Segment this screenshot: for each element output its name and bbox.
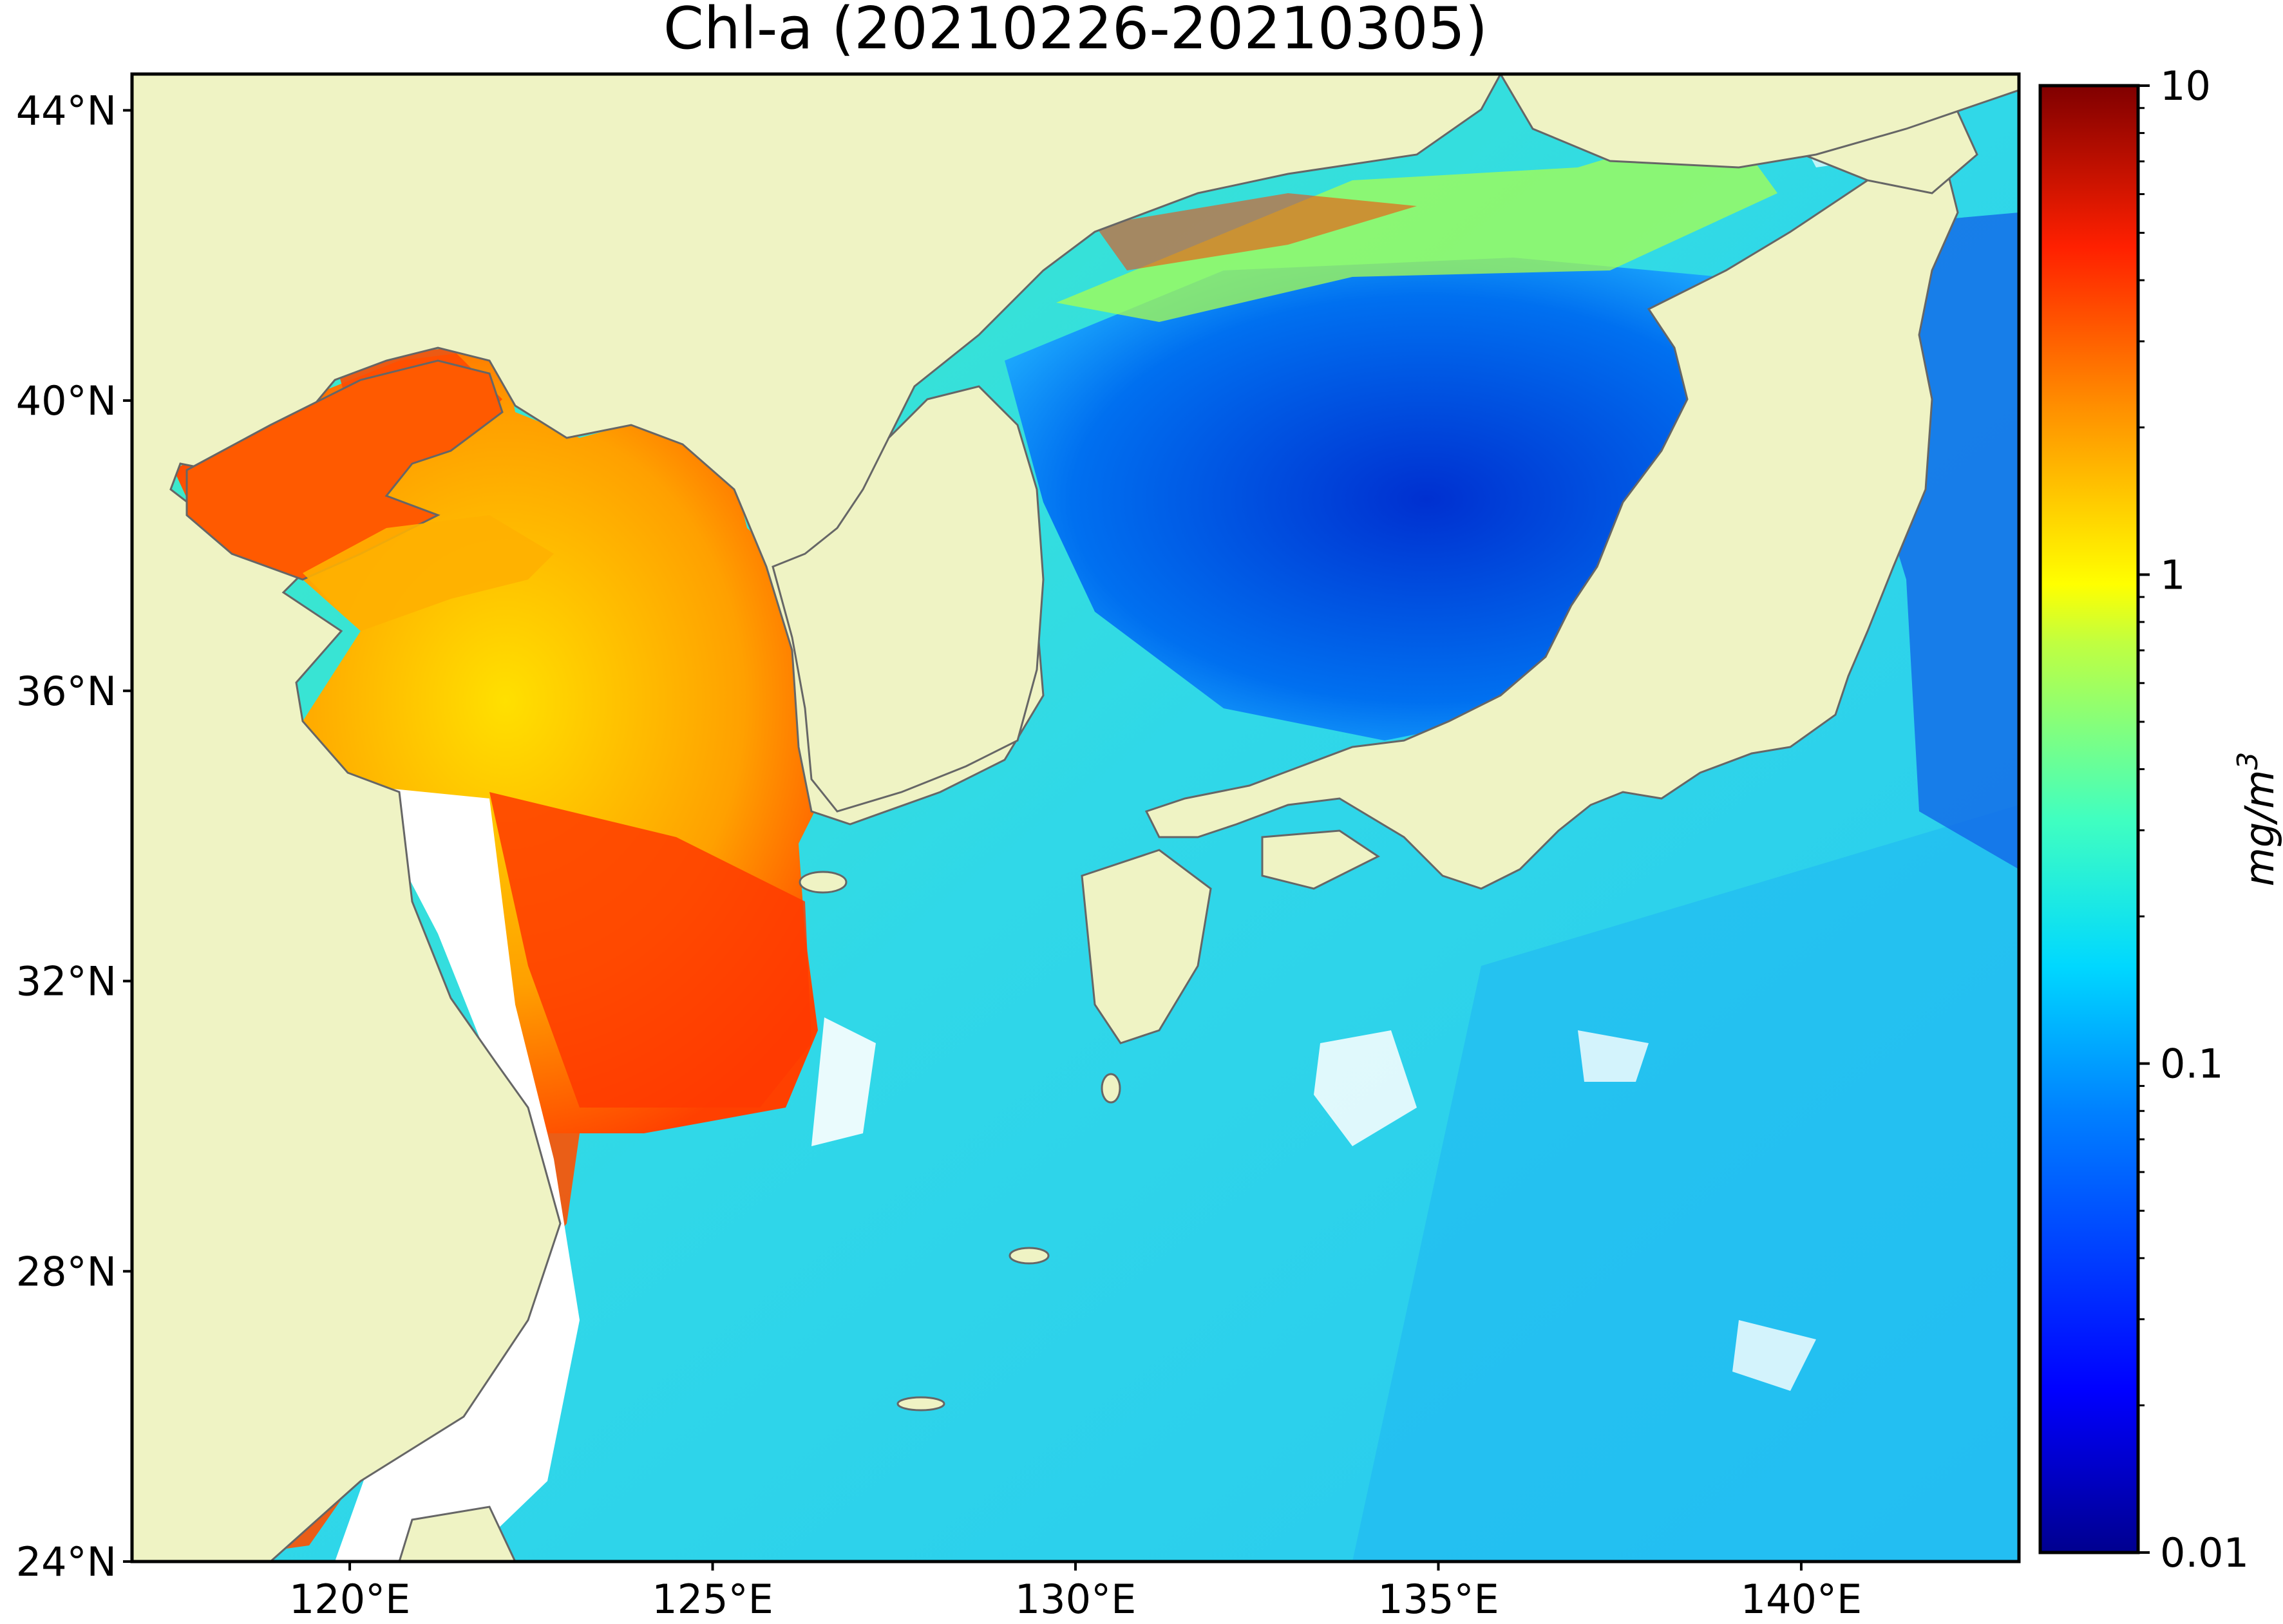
- pacific-low-chl: [1352, 805, 2019, 1562]
- colorbar-tick-label: 0.01: [2160, 1529, 2249, 1576]
- colorbar-tick-label: 10: [2160, 62, 2211, 109]
- no-data-patch: [1314, 1030, 1417, 1146]
- longitude-axis: 120°E 125°E 130°E 135°E 140°E: [289, 1562, 1862, 1623]
- north-coastal-bloom: [1095, 193, 1417, 270]
- lon-tick-label: 125°E: [652, 1576, 773, 1623]
- colorbar-tick-label: 1: [2160, 551, 2185, 598]
- map-title: Chl-a (20210226-20210305): [663, 0, 1488, 62]
- land-korea: [772, 385, 1045, 813]
- lat-tick-label: 40°N: [16, 377, 117, 424]
- colorbar-ticks: 10 1 0.1 0.01: [2138, 62, 2249, 1576]
- land-island: [1101, 1073, 1121, 1104]
- bohai-sea-water: [185, 359, 504, 581]
- shandong-coastal: [303, 515, 554, 631]
- land-taiwan: [398, 1506, 516, 1562]
- land-island: [1009, 1247, 1050, 1265]
- land-honshu: [1144, 153, 1959, 890]
- lon-tick-label: 120°E: [289, 1576, 411, 1623]
- north-coastal-band: [1056, 122, 1777, 322]
- land-russia-coast: [1499, 74, 2019, 169]
- land-jeju-island: [799, 871, 848, 894]
- east-china-sea-coastal-high-chl: [489, 792, 811, 1108]
- lat-tick-label: 28°N: [16, 1248, 117, 1295]
- lat-tick-label: 32°N: [16, 958, 117, 1005]
- no-data-patch: [1578, 1030, 1649, 1082]
- no-data-patch: [1732, 1320, 1816, 1391]
- land-shikoku: [1261, 829, 1380, 890]
- colorbar-tick-label: 0.1: [2160, 1041, 2224, 1088]
- land-okinawa: [896, 1396, 945, 1412]
- land-asia-mainland: [132, 74, 1502, 1562]
- map-panel: [132, 74, 2019, 1562]
- lat-tick-label: 36°N: [16, 668, 117, 715]
- no-data-patch: [811, 1017, 876, 1146]
- lat-tick-label: 44°N: [16, 87, 117, 134]
- colorbar: [2038, 84, 2140, 1554]
- lon-tick-label: 140°E: [1741, 1576, 1862, 1623]
- land-kyushu: [1081, 849, 1212, 1044]
- lon-tick-label: 130°E: [1015, 1576, 1137, 1623]
- latitude-axis: 44°N 40°N 36°N 32°N 28°N 24°N: [16, 87, 132, 1585]
- colorbar-label: mg/m3: [2231, 751, 2283, 886]
- no-data-area-coastal: [335, 786, 580, 1562]
- lon-tick-label: 135°E: [1378, 1576, 1499, 1623]
- lat-tick-label: 24°N: [16, 1538, 117, 1585]
